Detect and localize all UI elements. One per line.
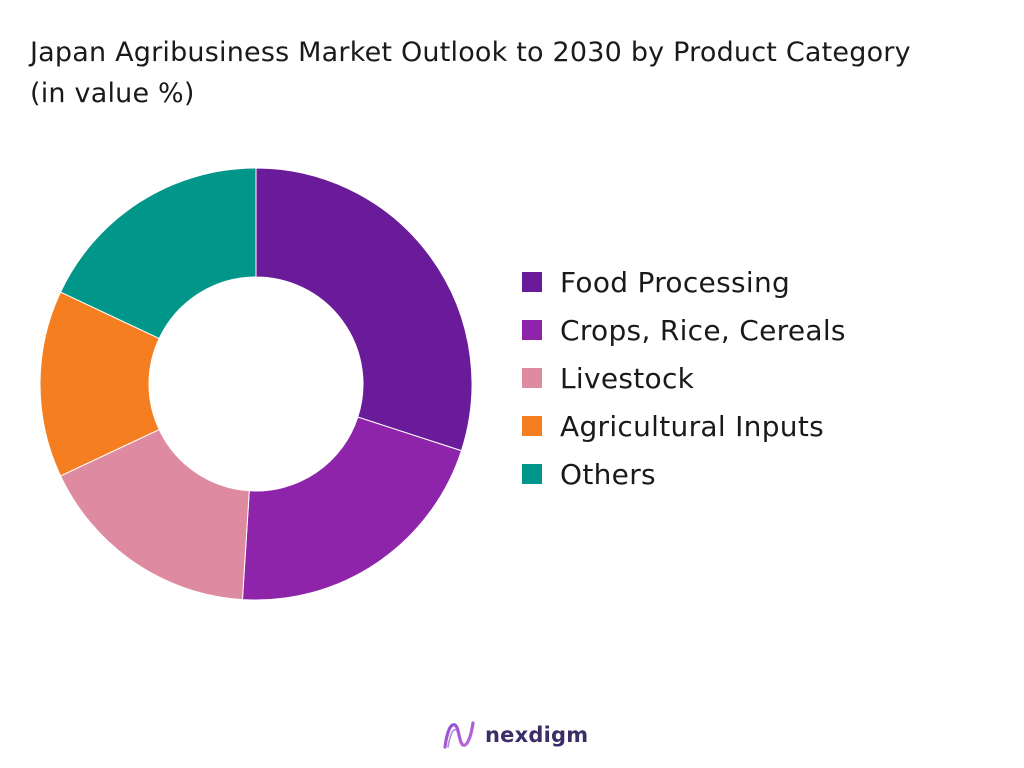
donut-slice-livestock [59,428,250,601]
legend-label: Food Processing [560,265,791,299]
brand-logo: nexdigm [441,716,588,754]
legend-label: Others [560,457,656,491]
legend-label: Livestock [560,361,695,395]
legend-label: Crops, Rice, Cereals [560,313,846,347]
donut-slice-crops-rice-cereals [241,416,463,601]
legend-swatch [522,416,542,436]
legend-swatch [522,272,542,292]
chart-title: Japan Agribusiness Market Outlook to 203… [30,37,911,109]
legend-label: Agricultural Inputs [560,409,825,443]
legend-item: Food Processing [522,258,846,306]
nexdigm-logo-icon [443,721,475,749]
brand-name: nexdigm [485,723,589,747]
donut-slice-others [59,167,257,340]
legend-swatch [522,464,542,484]
donut-slice-food-processing [255,167,473,452]
legend-swatch [522,368,542,388]
donut-slice-agricultural-inputs [39,291,160,477]
legend-item: Others [522,450,846,498]
legend-item: Livestock [522,354,846,402]
chart-legend: Food Processing Crops, Rice, Cereals Lives… [522,258,846,498]
legend-item: Agricultural Inputs [522,402,846,450]
legend-item: Crops, Rice, Cereals [522,306,846,354]
legend-swatch [522,320,542,340]
